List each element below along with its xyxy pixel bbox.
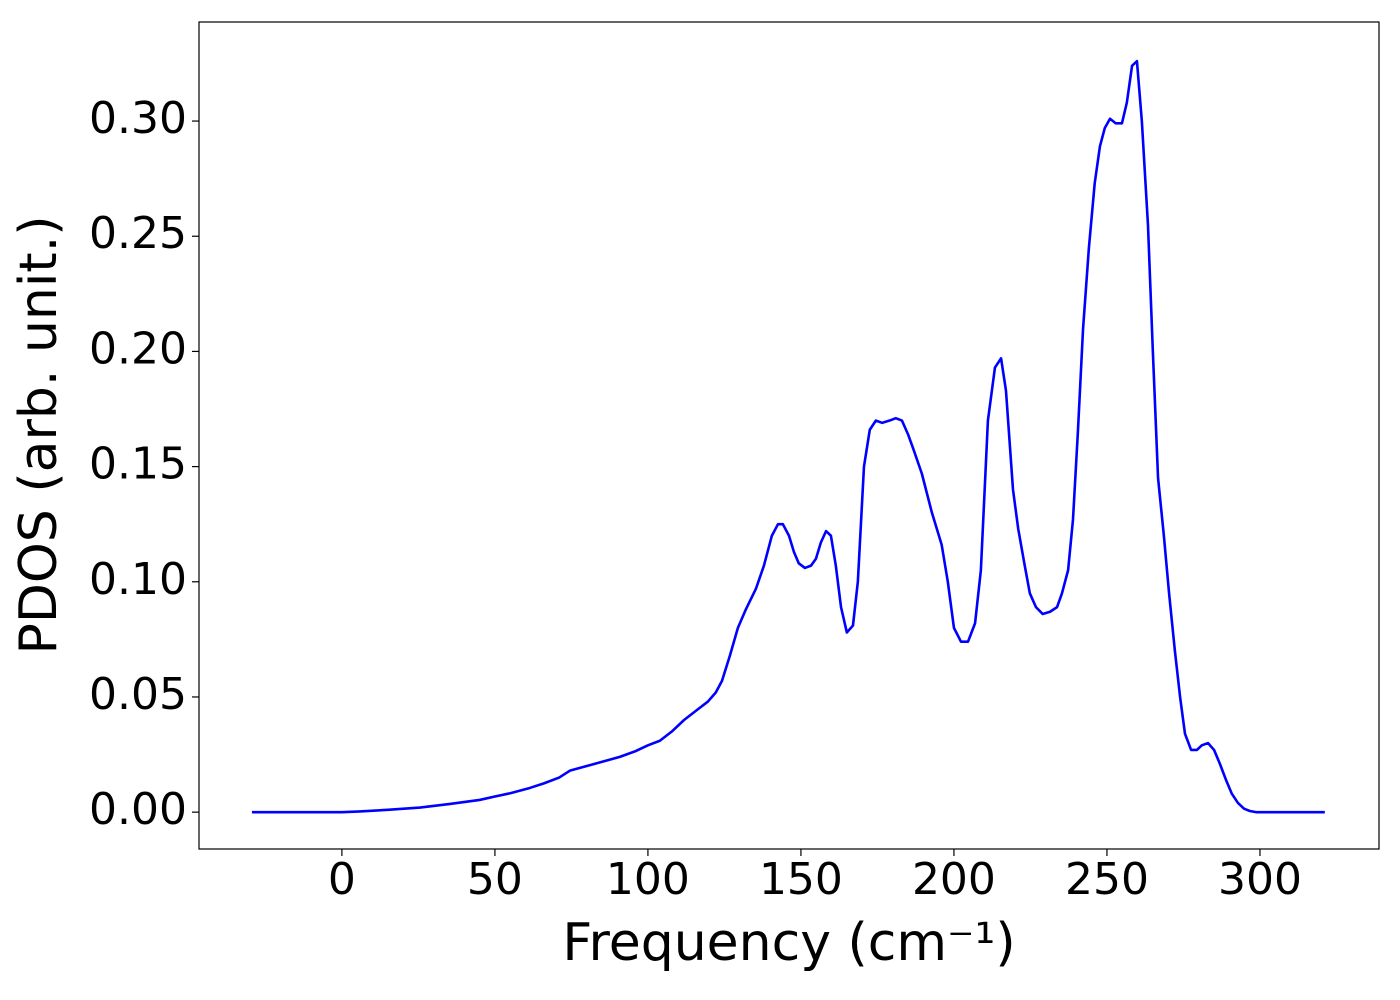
- x-tick-label: 300: [1218, 854, 1302, 905]
- y-tick-label: 0.05: [89, 669, 187, 720]
- y-axis-label: PDOS (arb. unit.): [9, 215, 69, 654]
- x-tick-label: 150: [759, 854, 843, 905]
- data-line: [251, 59, 1325, 814]
- x-tick-label: 0: [328, 854, 356, 905]
- x-tick-label: 250: [1065, 854, 1149, 905]
- y-tick-label: 0.20: [89, 323, 187, 374]
- y-tick-label: 0.15: [89, 439, 187, 490]
- y-tick-label: 0.00: [89, 784, 187, 835]
- x-axis-label: Frequency (cm⁻¹): [562, 913, 1015, 973]
- plot-frame: [198, 21, 1380, 850]
- x-tick-label: 200: [912, 854, 996, 905]
- y-tick-label: 0.25: [89, 208, 187, 259]
- x-tick-label: 50: [467, 854, 523, 905]
- y-tick-label: 0.30: [89, 93, 187, 144]
- y-tick-label: 0.10: [89, 554, 187, 605]
- x-tick-label: 100: [606, 854, 690, 905]
